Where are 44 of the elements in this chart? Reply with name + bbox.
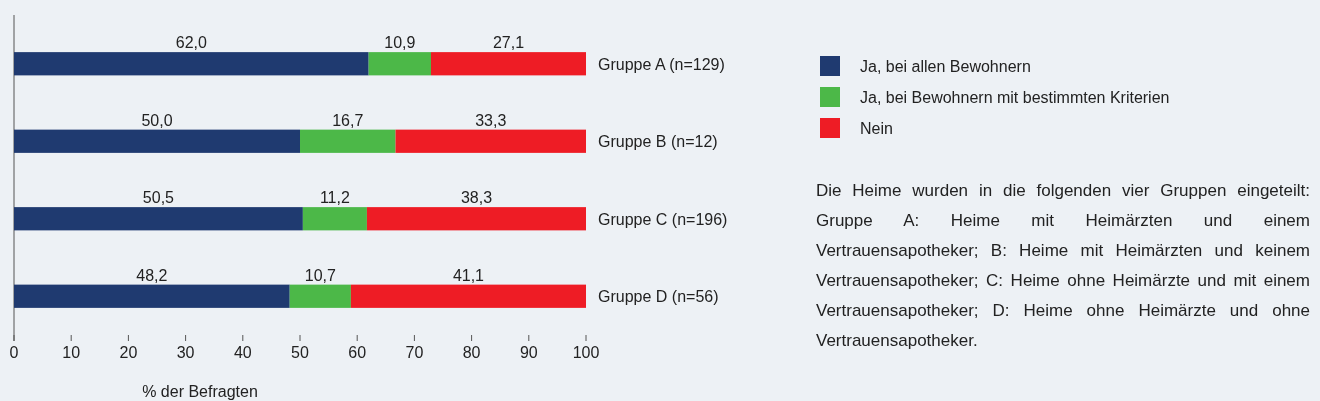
bar [366,207,586,231]
x-tick-label: 20 [119,344,138,361]
data-label: 62,0 [175,34,207,52]
y-tick-label: Gruppe A (n=129) [598,55,725,73]
legend-label: Nein [860,120,893,137]
data-label: 38,3 [460,189,493,207]
bar [395,129,586,153]
x-tick-label: 80 [462,344,481,361]
x-tick-label: 10 [62,344,81,361]
x-tick-label: 40 [233,344,252,361]
bar [14,52,369,76]
data-label: 27,1 [492,34,525,52]
data-label: 10,9 [384,34,416,52]
x-axis-title: % der Befragten [142,383,258,400]
bar [14,207,303,231]
y-tick-label: Gruppe D (n=56) [598,288,719,306]
x-tick-label: 100 [572,344,600,361]
x-tick-label: 30 [176,344,195,361]
bar [430,52,586,76]
x-tick-label: 70 [405,344,424,361]
bar [300,129,396,153]
legend-label: Ja, bei allen Bewohnern [860,58,1031,75]
text: Die Heime wurden in die folgenden vier Gruppen eingeteilt: Gruppe A: Heime mit Heimärzten und einem Vertrauensapotheker; B: Heime mit Heimärzten und keinem Vertrauensapotheker; C: Heime ohne Heimärzte und mit einem Vertrauensapotheker; D: Heime ohne Heimärzte und ohne Vertrauensapotheker. [816,180,1310,352]
data-label: 50,0 [141,111,173,129]
x-tick-label: 50 [291,344,309,361]
bar [14,284,290,308]
y-tick-label: Gruppe C (n=196) [598,210,728,228]
data-label: 16,7 [332,111,364,129]
data-label: 50,5 [142,189,175,207]
bar [289,284,351,308]
bar [368,52,431,76]
legend-label: Ja, bei Bewohnern mit bestimmten Kriterien [860,89,1170,106]
bar [350,284,586,308]
data-label: 41,1 [452,266,485,284]
bar [14,129,300,153]
data-label: 48,2 [136,266,168,284]
data-label: 33,3 [475,111,507,129]
x-tick-label: 0 [9,344,19,361]
x-tick-label: 60 [348,344,367,361]
y-tick-label: Gruppe B (n=12) [598,133,718,151]
data-label: 11,2 [319,189,350,207]
bar [302,207,367,231]
x-tick-label: 90 [519,344,538,361]
data-label: 10,7 [304,266,336,284]
